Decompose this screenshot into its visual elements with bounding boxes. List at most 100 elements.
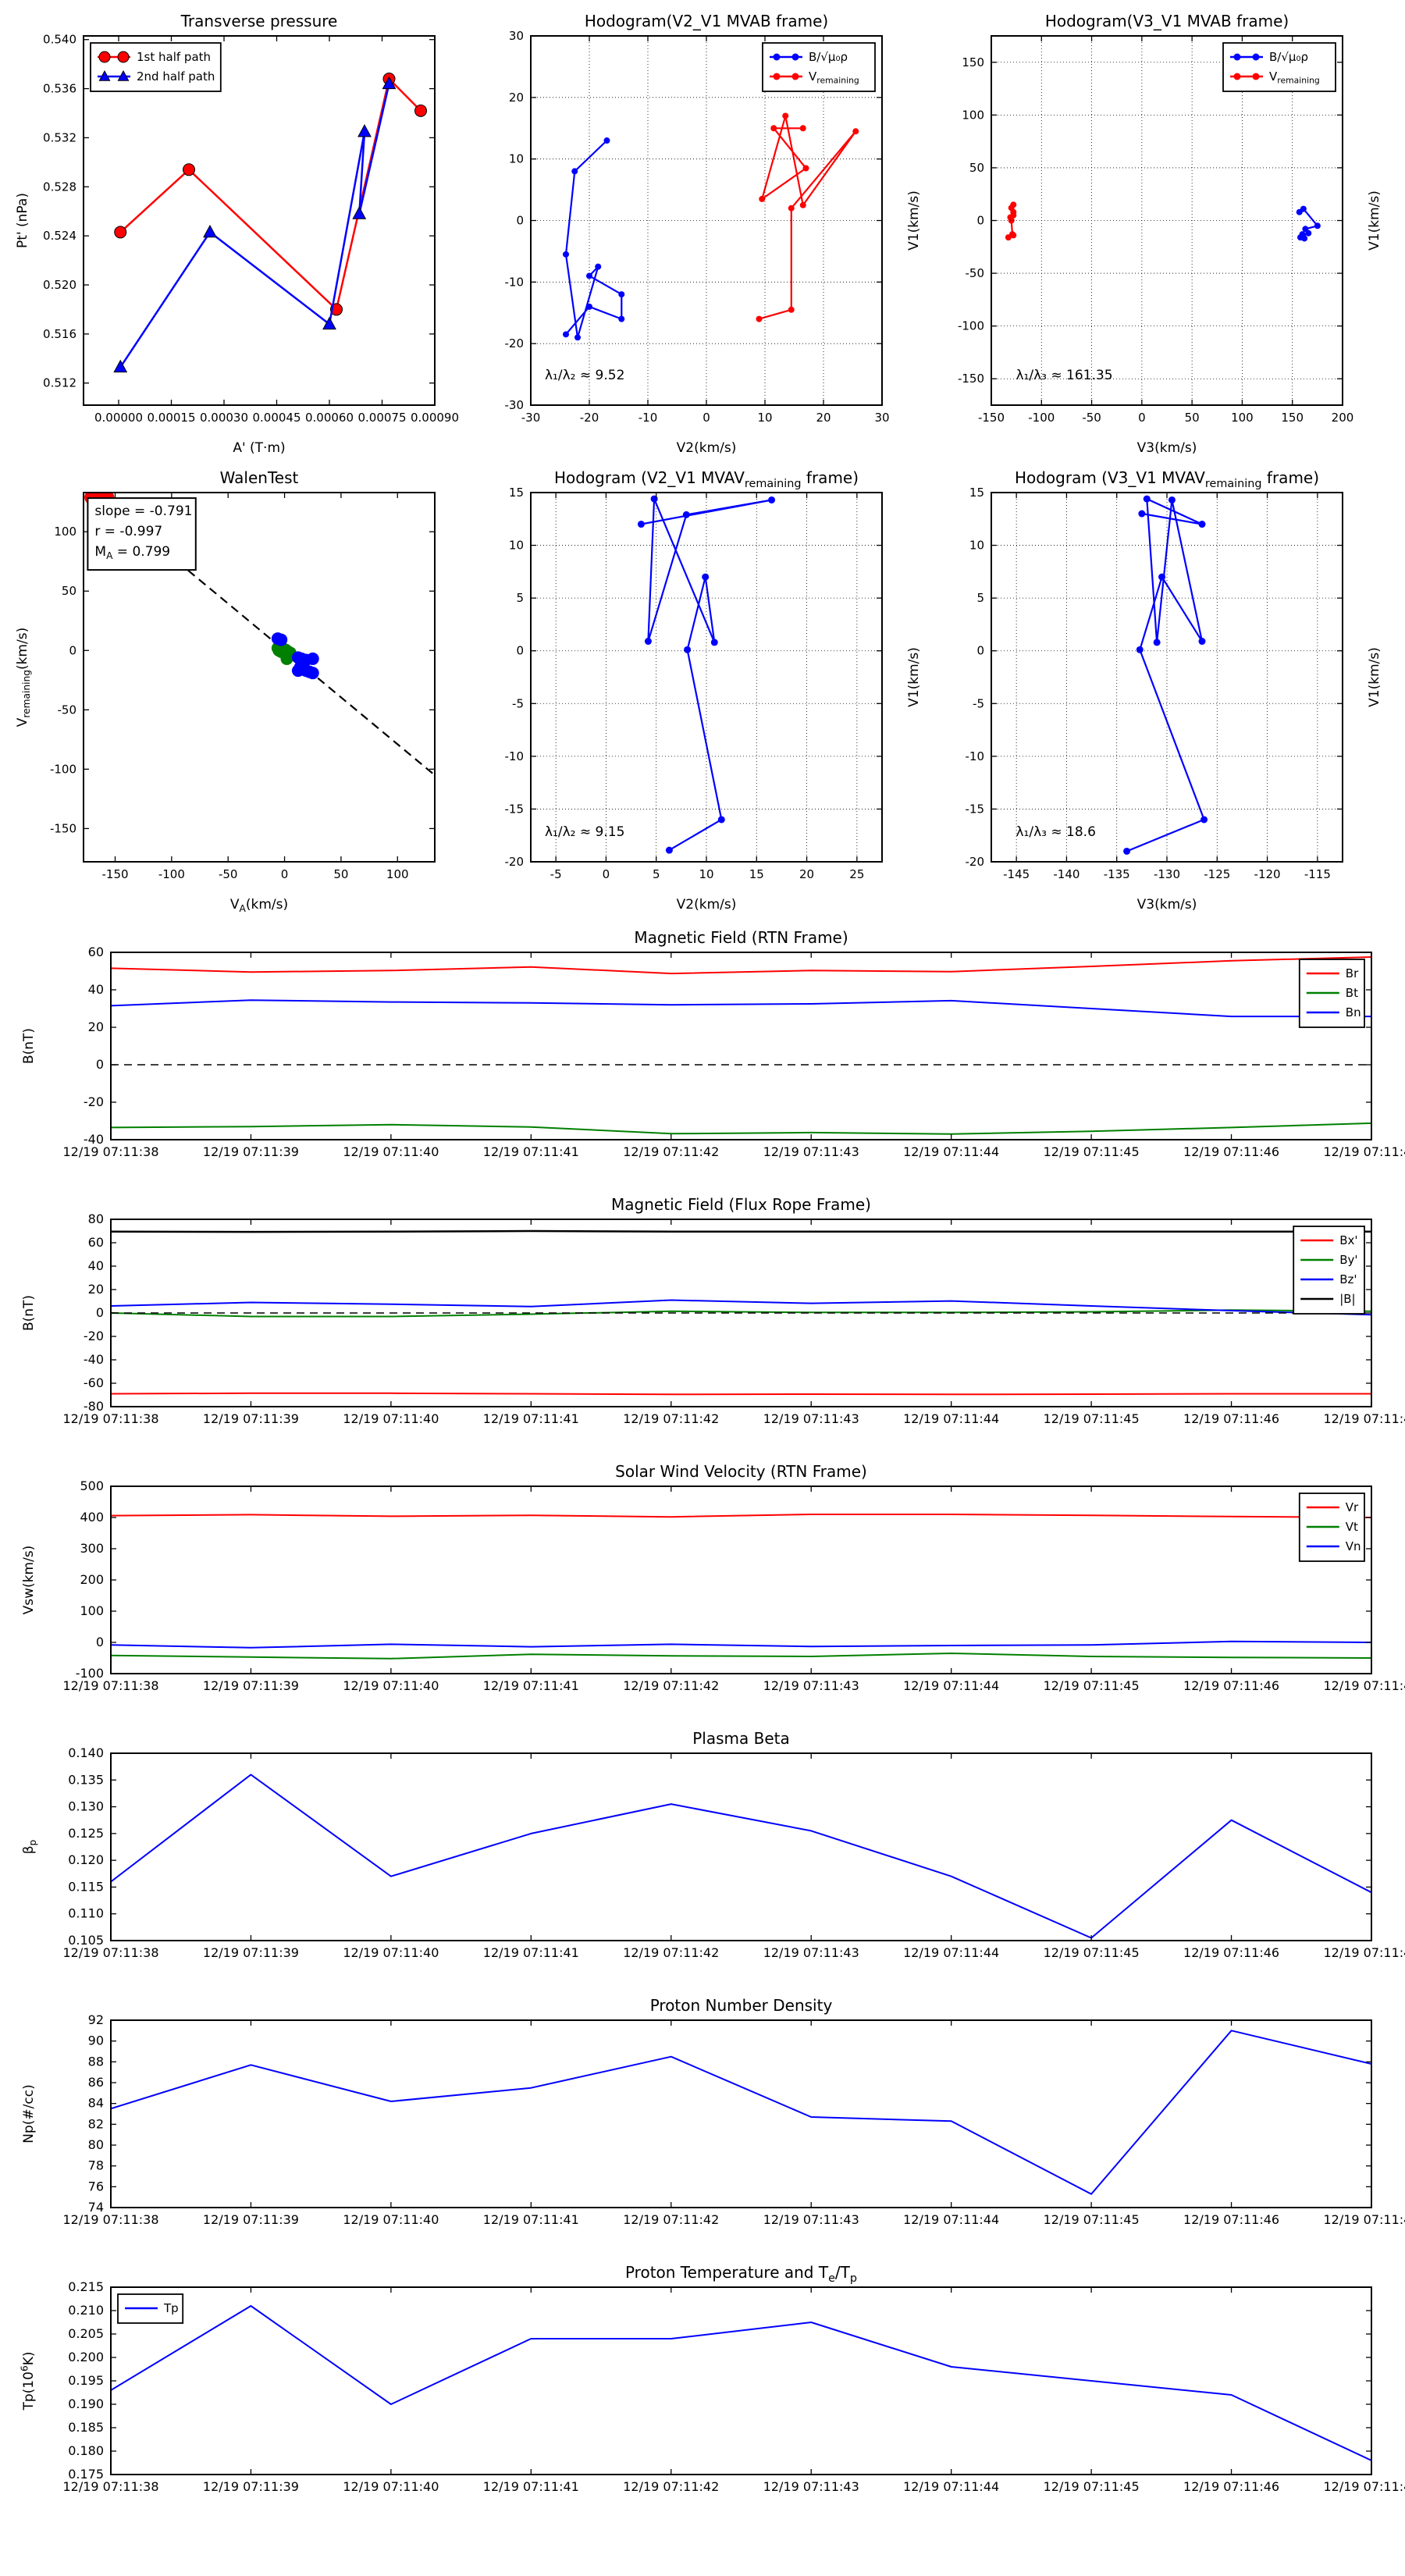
svg-text:0: 0	[69, 643, 76, 657]
svg-text:76: 76	[88, 2179, 104, 2194]
svg-text:25: 25	[849, 867, 864, 881]
svg-text:-20: -20	[580, 411, 599, 425]
svg-text:Vt: Vt	[1346, 1520, 1358, 1534]
svg-text:λ₁/λ₃ ≈ 161.35: λ₁/λ₃ ≈ 161.35	[1016, 368, 1113, 383]
svg-text:60: 60	[88, 945, 104, 959]
svg-text:12/19 07:11:38: 12/19 07:11:38	[62, 2212, 158, 2227]
svg-text:-140: -140	[1053, 867, 1080, 881]
svg-text:-120: -120	[1254, 867, 1281, 881]
svg-text:-10: -10	[638, 411, 658, 425]
svg-text:-50: -50	[219, 867, 238, 881]
svg-text:12/19 07:11:40: 12/19 07:11:40	[343, 2479, 439, 2494]
svg-text:0.175: 0.175	[68, 2467, 104, 2482]
svg-text:-40: -40	[84, 1352, 104, 1367]
svg-text:-100: -100	[158, 867, 185, 881]
chart-plasma-beta: 12/19 07:11:38 12/19 07:11:39 12/19 07:11:…	[21, 1729, 1405, 1960]
svg-text:1st half path: 1st half path	[137, 50, 211, 64]
svg-text:30: 30	[874, 411, 889, 425]
svg-text:12/19 07:11:39: 12/19 07:11:39	[203, 2212, 299, 2227]
svg-text:-150: -150	[958, 372, 984, 386]
svg-text:12/19 07:11:43: 12/19 07:11:43	[763, 1144, 859, 1159]
svg-text:0.115: 0.115	[68, 1879, 104, 1894]
svg-text:V3(km/s): V3(km/s)	[1137, 897, 1197, 913]
svg-text:12/19 07:11:40: 12/19 07:11:40	[343, 1945, 439, 1960]
svg-text:88: 88	[88, 2054, 104, 2069]
svg-text:12/19 07:11:39: 12/19 07:11:39	[203, 1411, 299, 1426]
svg-text:200: 200	[1332, 411, 1354, 425]
svg-text:12/19 07:11:46: 12/19 07:11:46	[1183, 2212, 1279, 2227]
svg-text:B/√μ₀ρ: B/√μ₀ρ	[1269, 50, 1308, 64]
svg-text:0.532: 0.532	[43, 130, 76, 144]
svg-text:10: 10	[509, 152, 524, 166]
svg-text:-50: -50	[1082, 411, 1101, 425]
svg-text:50: 50	[333, 867, 348, 881]
svg-text:90: 90	[88, 2033, 104, 2048]
svg-text:0.200: 0.200	[68, 2350, 104, 2364]
svg-text:-15: -15	[966, 802, 985, 816]
svg-text:100: 100	[54, 525, 76, 539]
svg-text:0.00075: 0.00075	[357, 411, 406, 425]
svg-text:0: 0	[96, 1635, 104, 1649]
svg-text:0: 0	[96, 1057, 104, 1072]
svg-text:12/19 07:11:47: 12/19 07:11:47	[1323, 1678, 1405, 1693]
svg-text:12/19 07:11:38: 12/19 07:11:38	[62, 2479, 158, 2494]
svg-text:-135: -135	[1104, 867, 1130, 881]
chart-hodogram-v3v1-mvab: -150 -100 -50 0 50 100 150 200 -150 -100 -50 0 50 100…	[958, 12, 1382, 456]
svg-text:Transverse pressure: Transverse pressure	[180, 12, 338, 30]
svg-text:0.210: 0.210	[68, 2303, 104, 2318]
svg-text:100: 100	[80, 1603, 104, 1618]
svg-text:-115: -115	[1304, 867, 1331, 881]
svg-text:300: 300	[80, 1541, 104, 1556]
svg-text:10: 10	[969, 539, 984, 553]
figure-root: 0.00000 0.00015 0.00030 0.00045 0.00060 0.000…	[9, 8, 1405, 2494]
svg-text:-100: -100	[1028, 411, 1055, 425]
svg-text:Vn: Vn	[1346, 1539, 1361, 1553]
svg-text:A' (T·m): A' (T·m)	[233, 440, 285, 456]
svg-text:Hodogram(V2_V1 MVAB frame): Hodogram(V2_V1 MVAB frame)	[585, 12, 828, 30]
chart-solar-wind-velocity: 12/19 07:11:38 12/19 07:11:39 12/19 07:11:…	[21, 1462, 1405, 1693]
analysis-row-1: 0.00000 0.00015 0.00030 0.00045 0.00060 0.000…	[9, 8, 1405, 464]
svg-text:VA(km/s): VA(km/s)	[230, 897, 288, 914]
svg-text:15: 15	[509, 486, 524, 500]
svg-text:Magnetic Field (Flux Rope Fram: Magnetic Field (Flux Rope Frame)	[611, 1195, 871, 1214]
chart-hodogram-v2v1-mvav: -5 0 5 10 15 20 25 -20 -15 -10 -5 0 5 10 15 Hodogram (V…	[505, 468, 923, 913]
svg-text:λ₁/λ₃ ≈ 18.6: λ₁/λ₃ ≈ 18.6	[1016, 824, 1096, 840]
svg-text:Tp(106K): Tp(106K)	[20, 2352, 37, 2411]
analysis-row-2: -150 -100 -50 0 50 100 -150 -100 -50 0 50 100 WalenT…	[9, 464, 1405, 921]
svg-text:30: 30	[509, 29, 524, 43]
svg-text:0.130: 0.130	[68, 1799, 104, 1814]
svg-text:2nd half path: 2nd half path	[137, 69, 215, 84]
svg-text:-10: -10	[966, 749, 985, 763]
svg-text:0.00015: 0.00015	[147, 411, 195, 425]
svg-text:12/19 07:11:41: 12/19 07:11:41	[483, 1945, 579, 1960]
svg-text:Bn: Bn	[1346, 1005, 1361, 1019]
svg-text:V1(km/s): V1(km/s)	[1367, 190, 1382, 251]
svg-text:-20: -20	[84, 1094, 104, 1109]
svg-text:0.110: 0.110	[68, 1906, 104, 1921]
svg-text:V1(km/s): V1(km/s)	[906, 190, 922, 251]
svg-text:0.195: 0.195	[68, 2373, 104, 2388]
svg-text:V3(km/s): V3(km/s)	[1137, 440, 1197, 456]
svg-text:20: 20	[88, 1282, 104, 1297]
svg-text:12/19 07:11:38: 12/19 07:11:38	[62, 1945, 158, 1960]
svg-text:0: 0	[516, 214, 524, 228]
svg-text:60: 60	[88, 1235, 104, 1250]
svg-text:12/19 07:11:40: 12/19 07:11:40	[343, 1411, 439, 1426]
svg-text:0.00060: 0.00060	[305, 411, 354, 425]
svg-text:100: 100	[386, 867, 409, 881]
svg-text:5: 5	[516, 591, 524, 605]
svg-text:12/19 07:11:44: 12/19 07:11:44	[903, 1945, 999, 1960]
svg-text:12/19 07:11:44: 12/19 07:11:44	[903, 2212, 999, 2227]
svg-text:12/19 07:11:42: 12/19 07:11:42	[623, 1144, 719, 1159]
svg-text:Vsw(km/s): Vsw(km/s)	[21, 1546, 37, 1615]
svg-text:12/19 07:11:43: 12/19 07:11:43	[763, 1411, 859, 1426]
svg-text:-40: -40	[84, 1132, 104, 1147]
svg-text:12/19 07:11:46: 12/19 07:11:46	[1183, 1678, 1279, 1693]
svg-text:20: 20	[816, 411, 831, 425]
svg-text:0.536: 0.536	[43, 82, 76, 96]
svg-text:0: 0	[281, 867, 289, 881]
svg-text:12/19 07:11:43: 12/19 07:11:43	[763, 2212, 859, 2227]
svg-text:0: 0	[976, 214, 984, 228]
svg-text:-5: -5	[512, 696, 524, 710]
svg-text:12/19 07:11:41: 12/19 07:11:41	[483, 1678, 579, 1693]
